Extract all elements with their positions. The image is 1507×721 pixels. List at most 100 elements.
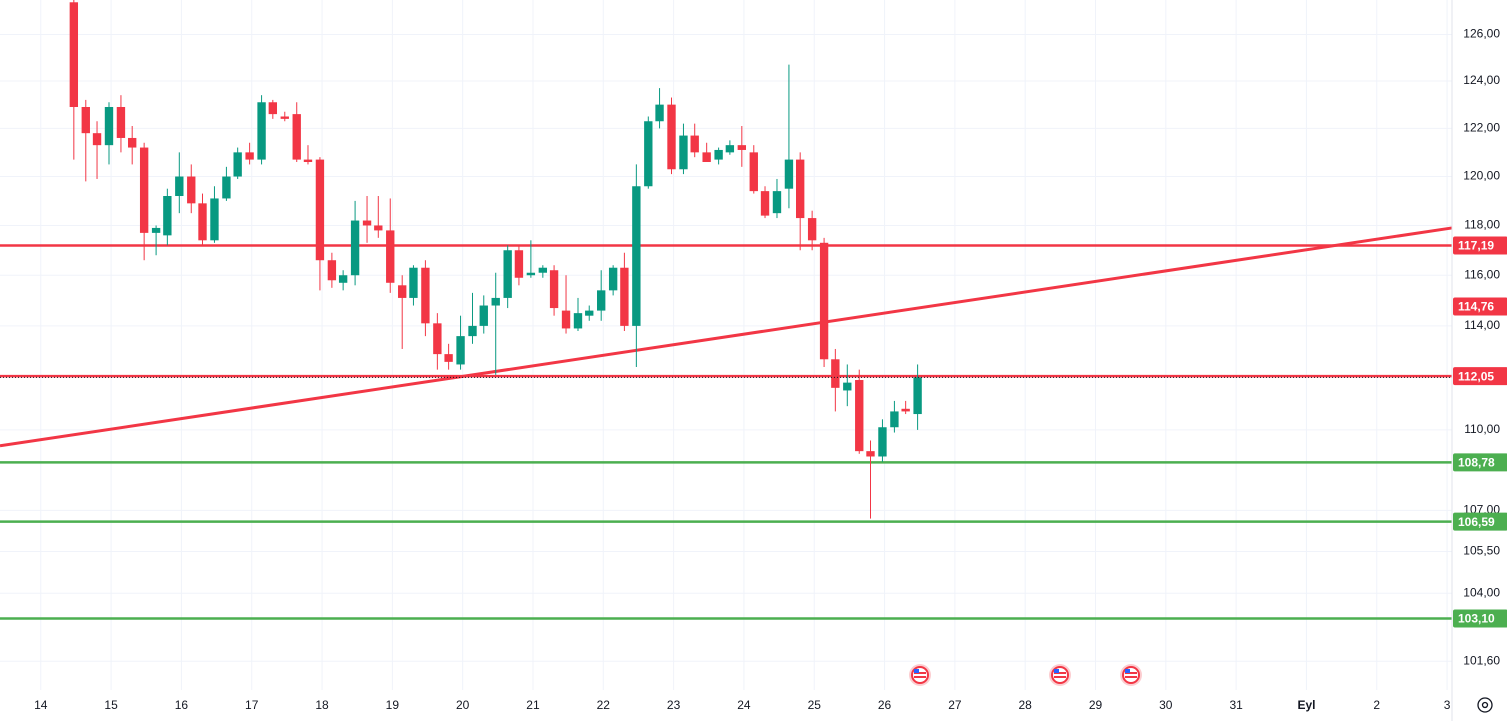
y-tick-label: 122,00 [1463,121,1500,135]
x-tick-label: 31 [1229,698,1243,712]
candle-body [280,116,289,119]
candle-body [374,225,383,231]
level-tag [1453,367,1507,386]
candle-body [714,149,723,160]
candle-body [573,313,583,329]
candle-body [819,242,829,360]
candle-body [292,114,301,160]
candle-body [491,297,500,306]
candle-body [702,152,711,163]
candle-body [913,377,922,415]
candle-body [538,267,548,273]
x-tick-label: 25 [808,698,822,712]
x-tick-label: 29 [1089,698,1103,712]
candle-body [725,145,735,153]
y-tick-label: 124,00 [1463,73,1500,87]
x-tick-label: 17 [245,698,259,712]
x-tick-label: 21 [526,698,540,712]
candle-body [175,176,184,197]
level-tag [1453,512,1507,531]
y-tick-label: 104,00 [1463,585,1500,599]
levels-layer [0,244,1452,620]
candle-body [632,186,641,326]
candle-body [561,310,571,329]
trend-layer [0,226,1453,448]
candle-body [549,270,559,309]
grid-layer [0,0,1452,690]
candle-body [890,411,899,428]
candle-body [187,176,196,204]
y-tick-label: 118,00 [1464,218,1500,232]
candle-body [245,152,254,160]
level-label: 112,05 [1458,369,1494,383]
x-tick-label: 28 [1019,698,1033,712]
candle-body [855,380,864,452]
x-tick-label: 15 [104,698,118,712]
candle-body [69,2,79,107]
candle-body [737,145,747,150]
candle-body [163,196,172,236]
y-tick-label: 101,60 [1463,653,1500,667]
candle-body [866,451,875,457]
candle-body [620,267,629,326]
candle-body [807,218,817,241]
candle-body [608,267,618,291]
level-label: 117,19 [1458,239,1494,253]
candle-body [303,159,313,163]
y-tick-label: 114,00 [1464,318,1500,332]
candle-body [421,267,430,324]
candle-body [749,152,758,192]
x-tick-label: 16 [175,698,189,712]
x-tick-label: 3 [1444,698,1451,712]
level-tag [1453,236,1507,255]
candle-body [901,408,910,412]
candle-body [362,220,372,226]
x-tick-label: 22 [597,698,611,712]
x-tick-label: 14 [34,698,48,712]
trend-tag [1453,297,1507,316]
x-tick-label: 23 [667,698,681,712]
candle-body [795,159,805,219]
candle-body [128,137,137,148]
x-tick-label: 24 [737,698,751,712]
candle-body [139,147,149,233]
candle-body [644,121,653,187]
candle-body [233,152,242,177]
level-label: 108,78 [1458,456,1495,470]
candle-body [315,159,325,261]
trend-label: 114,76 [1458,300,1494,314]
x-tick-label: 27 [948,698,962,712]
level-tag [1453,453,1507,472]
candle-body [514,250,524,278]
x-axis-background [0,690,1507,721]
candle-body [116,106,126,138]
candle-body [784,159,794,189]
candle-body [222,176,231,199]
candle-body [456,336,465,365]
candle-body [350,220,360,276]
candle-body [210,198,219,241]
candle-body [667,104,676,170]
tags-layer: 117,19 112,05 108,78 106,59 103,10 114,76 [1453,236,1507,628]
candle-body [597,290,606,311]
candle-body [479,305,488,326]
event-markers [909,664,1142,686]
candle-body [81,106,90,134]
candle-body [327,260,337,281]
candle-body [433,323,442,355]
candle-body [151,227,161,233]
y-tick-label: 126,00 [1463,27,1500,41]
x-tick-label: 20 [456,698,470,712]
candle-body [268,102,278,115]
y-tick-label: 110,00 [1464,422,1500,436]
settings-button[interactable] [1477,697,1493,713]
candle-body [338,275,348,283]
candle-body [831,359,840,388]
x-tick-label: 26 [878,698,892,712]
candle-body [772,191,782,214]
candle-body [585,310,594,316]
x-tick-label: 2 [1373,698,1380,712]
candle-body [444,354,453,362]
x-tick-label: 19 [386,698,400,712]
